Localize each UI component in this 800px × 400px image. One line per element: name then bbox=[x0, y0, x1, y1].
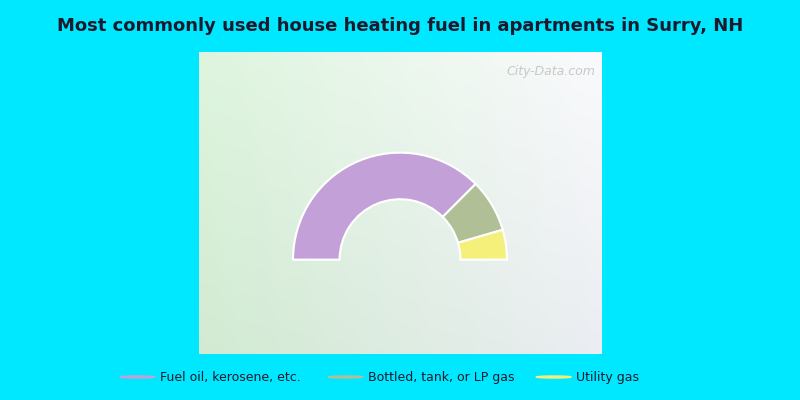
Text: Utility gas: Utility gas bbox=[576, 370, 639, 384]
Text: Bottled, tank, or LP gas: Bottled, tank, or LP gas bbox=[368, 370, 514, 384]
Circle shape bbox=[328, 376, 363, 378]
Circle shape bbox=[536, 376, 571, 378]
Wedge shape bbox=[458, 230, 507, 260]
Text: City-Data.com: City-Data.com bbox=[506, 64, 595, 78]
Circle shape bbox=[120, 376, 155, 378]
Wedge shape bbox=[442, 184, 502, 243]
Text: Most commonly used house heating fuel in apartments in Surry, NH: Most commonly used house heating fuel in… bbox=[57, 17, 743, 35]
Text: Fuel oil, kerosene, etc.: Fuel oil, kerosene, etc. bbox=[160, 370, 301, 384]
Wedge shape bbox=[293, 153, 476, 260]
